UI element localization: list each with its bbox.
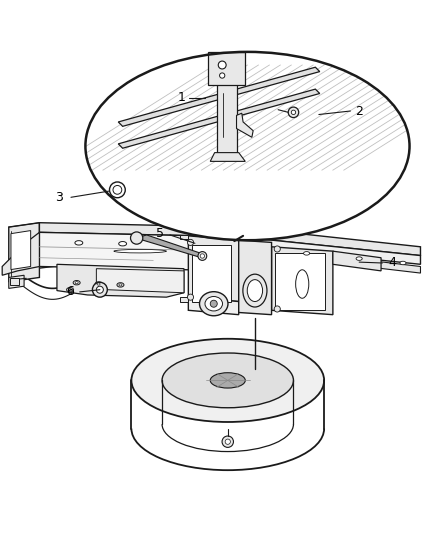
Ellipse shape bbox=[243, 274, 267, 307]
Circle shape bbox=[198, 252, 207, 260]
Circle shape bbox=[187, 294, 194, 300]
Ellipse shape bbox=[356, 257, 362, 260]
Text: 1: 1 bbox=[178, 91, 186, 104]
Circle shape bbox=[131, 232, 143, 244]
Polygon shape bbox=[2, 232, 39, 275]
Ellipse shape bbox=[296, 270, 309, 298]
Bar bbox=[275, 253, 325, 310]
Text: 6: 6 bbox=[66, 285, 74, 298]
Circle shape bbox=[92, 282, 107, 297]
Circle shape bbox=[274, 306, 280, 312]
Polygon shape bbox=[239, 237, 420, 264]
Ellipse shape bbox=[131, 339, 324, 422]
Circle shape bbox=[225, 439, 230, 445]
Ellipse shape bbox=[75, 281, 78, 284]
Text: 4: 4 bbox=[388, 256, 396, 270]
Polygon shape bbox=[272, 247, 333, 314]
Circle shape bbox=[288, 107, 299, 118]
Ellipse shape bbox=[199, 292, 228, 316]
Ellipse shape bbox=[119, 241, 127, 246]
Polygon shape bbox=[188, 236, 239, 302]
Ellipse shape bbox=[73, 280, 80, 285]
Circle shape bbox=[222, 436, 233, 447]
Bar bbox=[192, 245, 231, 302]
Bar bbox=[180, 235, 188, 239]
Polygon shape bbox=[239, 240, 272, 314]
Ellipse shape bbox=[114, 249, 166, 253]
Ellipse shape bbox=[85, 52, 410, 240]
Ellipse shape bbox=[95, 282, 102, 286]
Polygon shape bbox=[39, 232, 239, 271]
Bar bbox=[180, 297, 188, 302]
Ellipse shape bbox=[162, 243, 170, 247]
Ellipse shape bbox=[247, 280, 263, 302]
Polygon shape bbox=[96, 269, 184, 293]
Ellipse shape bbox=[75, 241, 83, 245]
Ellipse shape bbox=[304, 252, 310, 255]
Polygon shape bbox=[210, 152, 245, 161]
Circle shape bbox=[210, 300, 217, 307]
Polygon shape bbox=[11, 231, 31, 270]
Circle shape bbox=[274, 246, 280, 252]
Text: 3: 3 bbox=[55, 191, 63, 204]
Polygon shape bbox=[272, 249, 420, 273]
Polygon shape bbox=[18, 233, 88, 271]
Text: 5: 5 bbox=[156, 227, 164, 240]
Bar bbox=[217, 80, 237, 155]
Ellipse shape bbox=[119, 284, 122, 286]
Polygon shape bbox=[118, 89, 320, 148]
Circle shape bbox=[200, 254, 205, 258]
Polygon shape bbox=[188, 297, 239, 314]
Circle shape bbox=[96, 286, 103, 293]
Circle shape bbox=[218, 61, 226, 69]
Polygon shape bbox=[239, 227, 420, 255]
Polygon shape bbox=[9, 275, 24, 288]
Ellipse shape bbox=[162, 353, 293, 408]
Polygon shape bbox=[136, 235, 204, 258]
Polygon shape bbox=[118, 67, 320, 126]
Ellipse shape bbox=[68, 288, 71, 291]
Ellipse shape bbox=[117, 282, 124, 287]
Ellipse shape bbox=[210, 373, 245, 388]
Text: 2: 2 bbox=[355, 104, 363, 117]
Ellipse shape bbox=[400, 261, 406, 265]
Circle shape bbox=[187, 239, 194, 246]
Polygon shape bbox=[237, 113, 253, 138]
Polygon shape bbox=[333, 251, 381, 271]
Circle shape bbox=[219, 73, 225, 78]
Polygon shape bbox=[57, 264, 184, 297]
Bar bbox=[208, 52, 245, 85]
Bar bbox=[10, 278, 19, 285]
Circle shape bbox=[291, 110, 296, 115]
Ellipse shape bbox=[97, 283, 100, 285]
Ellipse shape bbox=[67, 287, 74, 292]
Ellipse shape bbox=[205, 296, 223, 311]
Polygon shape bbox=[9, 223, 39, 282]
Polygon shape bbox=[39, 223, 239, 237]
